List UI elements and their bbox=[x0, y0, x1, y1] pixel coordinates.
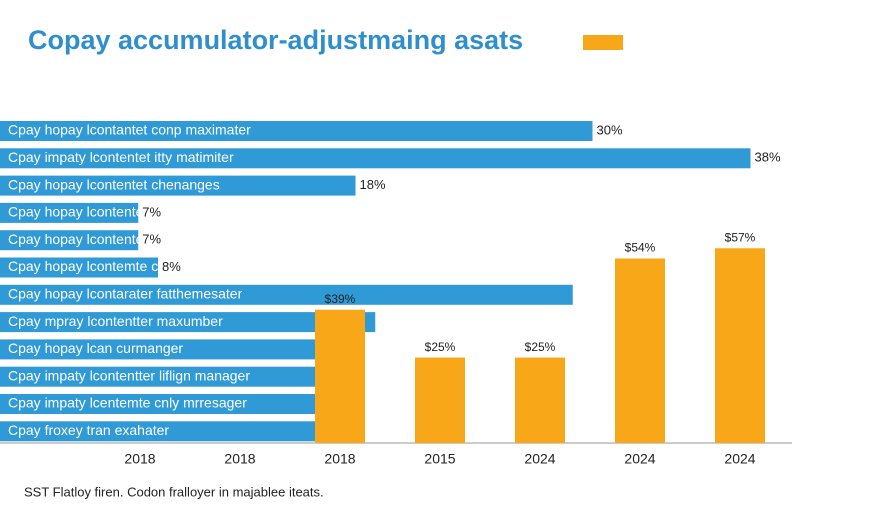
bar-label: Cpay hopay lcontemte chranger bbox=[8, 258, 207, 274]
bar-label: Cpay hopay lcontentet chenanges bbox=[8, 176, 220, 192]
bar-label: Cpay hopay lcontentet mathhemere bbox=[8, 204, 230, 220]
chart-title: Copay accumulator-adjustmaing asats bbox=[28, 25, 523, 55]
bar bbox=[315, 309, 365, 443]
bar-label: Cpay hopay lcontarater fatthemesater bbox=[8, 286, 243, 302]
bar-label: Cpay impaty lcontentter liflign manager bbox=[8, 367, 250, 383]
bar-label: Cpay hopay lcontentet lnasger bbox=[8, 231, 197, 247]
x-tick-label: 2018 bbox=[124, 451, 155, 467]
bar bbox=[0, 394, 316, 414]
value-label: 30% bbox=[597, 122, 623, 137]
value-label: $57% bbox=[725, 230, 756, 244]
bar bbox=[0, 202, 139, 223]
bar bbox=[0, 121, 593, 141]
value-label: 7% bbox=[142, 232, 161, 247]
legend-swatch bbox=[583, 35, 623, 50]
value-label: $25% bbox=[525, 340, 556, 354]
value-label: 38% bbox=[755, 150, 781, 165]
value-label: $39% bbox=[325, 292, 356, 306]
value-label: $54% bbox=[625, 241, 656, 255]
x-tick-label: 2015 bbox=[424, 451, 455, 467]
value-label: 7% bbox=[142, 204, 161, 219]
x-tick-label: 2018 bbox=[224, 451, 255, 467]
caption: SST Flatloy firen. Codon fralloyer in ma… bbox=[24, 484, 324, 499]
bar bbox=[0, 284, 573, 305]
x-tick-label: 2024 bbox=[524, 451, 555, 467]
value-label: 18% bbox=[360, 177, 386, 192]
bar-label: Cpay mpray lcontentter maxumber bbox=[8, 313, 223, 329]
value-label: 8% bbox=[162, 259, 181, 274]
bar-label: Cpay hopay lcontantet conp maximater bbox=[8, 122, 251, 138]
x-tick-label: 2018 bbox=[324, 451, 355, 467]
bar bbox=[0, 257, 158, 278]
bar bbox=[0, 421, 316, 442]
x-tick-label: 2024 bbox=[624, 451, 655, 467]
bar bbox=[515, 357, 565, 443]
bar-label: Cpay froxey tran exahater bbox=[8, 422, 169, 438]
bar bbox=[0, 312, 376, 333]
bar-label: Cpay hopay lcan curmanger bbox=[8, 340, 183, 356]
value-label: $25% bbox=[425, 340, 456, 354]
bar bbox=[715, 248, 765, 443]
bar bbox=[0, 175, 356, 196]
bar-label: Cpay impaty lcontentet itty matimiter bbox=[8, 149, 234, 165]
bar-label: Cpay impaty lcentemte cnly mrresager bbox=[8, 395, 247, 411]
bar bbox=[0, 148, 751, 169]
bar bbox=[0, 230, 139, 251]
bar bbox=[0, 366, 316, 387]
x-tick-label: 2024 bbox=[724, 451, 755, 467]
bar bbox=[615, 258, 665, 443]
bar bbox=[0, 339, 316, 360]
bar bbox=[415, 357, 465, 443]
